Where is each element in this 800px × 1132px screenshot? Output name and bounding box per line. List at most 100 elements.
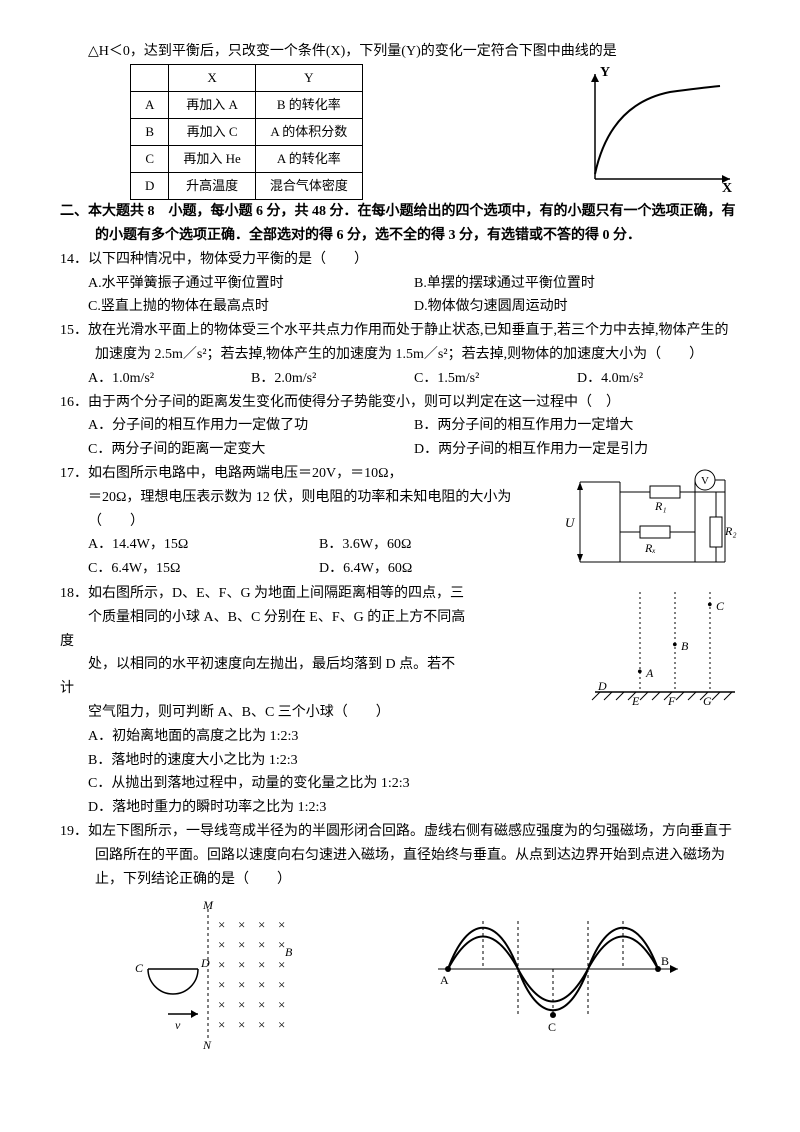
q17-circuit: V U R₁ Rₓ R₂ <box>560 462 740 582</box>
table-cell: B 的转化率 <box>255 91 362 118</box>
q16-stem: 16．由于两个分子间的距离发生变化而使得分子势能变小，则可以判定在这一过程中（ … <box>60 391 740 415</box>
table-cell: A 的体积分数 <box>255 118 362 145</box>
q15-B: B．2.0m/s² <box>251 367 414 391</box>
svg-text:×: × <box>218 977 225 992</box>
g-label: G <box>703 694 712 708</box>
c-label: C <box>548 1020 556 1034</box>
q16-B: B．两分子间的相互作用力一定增大 <box>414 414 740 438</box>
v-label: v <box>175 1018 181 1032</box>
table-cell: 再加入 He <box>169 146 255 173</box>
q16-A: A．分子间的相互作用力一定做了功 <box>88 414 414 438</box>
c-label: C <box>716 599 725 613</box>
dot-icon: • <box>637 664 643 681</box>
table-cell: A 的转化率 <box>255 146 362 173</box>
dot-icon: • <box>672 637 678 654</box>
a-label: A <box>440 973 449 987</box>
q19-stem: 19．如左下图所示，一导线弯成半径为的半圆形闭合回路。虚线右侧有磁感应强度为的匀… <box>60 820 740 891</box>
svg-text:×: × <box>238 937 245 952</box>
q13-th0 <box>131 64 169 91</box>
q18-C: C．从抛出到落地过程中，动量的变化量之比为 1:2:3 <box>88 772 740 796</box>
table-cell: B <box>131 118 169 145</box>
a-label: A <box>645 666 654 680</box>
q16-opts: A．分子间的相互作用力一定做了功 B．两分子间的相互作用力一定增大 C．两分子间… <box>88 414 740 462</box>
q17-stem1: 17．如右图所示电路中，电路两端电压＝20V，＝10Ω， <box>60 462 550 486</box>
q16-D: D．两分子间的相互作用力一定是引力 <box>414 438 740 462</box>
q15-A: A．1.0m/s² <box>88 367 251 391</box>
q14-D: D.物体做匀速圆周运动时 <box>414 295 740 319</box>
xlabel: X <box>722 181 732 194</box>
svg-text:×: × <box>258 917 265 932</box>
q13-intro: △H＜0，达到平衡后，只改变一个条件(X)，下列量(Y)的变化一定符合下图中曲线… <box>60 40 740 64</box>
m-label: M <box>202 899 214 912</box>
table-cell: D <box>131 173 169 200</box>
rx-label: Rₓ <box>644 541 656 555</box>
svg-text:×: × <box>238 957 245 972</box>
v-label: V <box>701 475 709 487</box>
q14-stem: 14．以下四种情况中，物体受力平衡的是（ ） <box>60 248 740 272</box>
q13-th1: X <box>169 64 255 91</box>
svg-text:×: × <box>238 977 245 992</box>
table-cell: C <box>131 146 169 173</box>
q19-figs: M N C D v ×××× ×××× ×××× ×××× ×××× ×××× … <box>60 899 740 1049</box>
svg-text:×: × <box>278 917 285 932</box>
r2-label: R₂ <box>724 524 737 538</box>
q17-D: D．6.4W，60Ω <box>319 557 550 581</box>
svg-text:×: × <box>238 917 245 932</box>
q14-A: A.水平弹簧振子通过平衡位置时 <box>88 272 414 296</box>
q18-row: 18．如右图所示，D、E、F、G 为地面上间隔距离相等的四点，三 个质量相同的小… <box>60 582 740 725</box>
q15-C: C．1.5m/s² <box>414 367 577 391</box>
svg-text:×: × <box>218 937 225 952</box>
c-label: C <box>135 961 144 975</box>
q19-left-diagram: M N C D v ×××× ×××× ×××× ×××× ×××× ×××× … <box>113 899 323 1049</box>
dot-icon: • <box>707 597 713 614</box>
svg-text:×: × <box>238 997 245 1012</box>
svg-text:×: × <box>278 957 285 972</box>
b-label: B <box>661 954 669 968</box>
q18-stem2: 个质量相同的小球 A、B、C 分别在 E、F、G 的正上方不同高 <box>88 606 580 630</box>
q17-row: 17．如右图所示电路中，电路两端电压＝20V，＝10Ω， ＝20Ω，理想电压表示… <box>60 462 740 582</box>
q13-table: X Y A 再加入 A B 的转化率 B 再加入 C A 的体积分数 C 再加入… <box>130 64 363 200</box>
svg-text:×: × <box>238 1017 245 1032</box>
svg-text:×: × <box>258 957 265 972</box>
svg-text:×: × <box>218 957 225 972</box>
q18-diagram: • • • A B C D E F G <box>590 582 740 712</box>
q15-stem: 15．放在光滑水平面上的物体受三个水平共点力作用而处于静止状态,已知垂直于,若三… <box>60 319 740 367</box>
q13-row: X Y A 再加入 A B 的转化率 B 再加入 C A 的体积分数 C 再加入… <box>60 64 740 200</box>
svg-text:×: × <box>258 937 265 952</box>
q18-B: B．落地时的速度大小之比为 1:2:3 <box>88 749 740 773</box>
q17-B: B．3.6W，60Ω <box>319 533 550 557</box>
q18-stem4: 处，以相同的水平初速度向左抛出，最后均落到 D 点。若不 <box>88 653 580 677</box>
table-cell: 混合气体密度 <box>255 173 362 200</box>
f-label: F <box>667 694 676 708</box>
q18-stem6: 空气阻力，则可判断 A、B、C 三个小球（ ） <box>88 701 580 725</box>
q19-right-diagram: A C B <box>428 899 688 1039</box>
b-label: B <box>681 639 689 653</box>
section2-header: 二、本大题共 8 小题，每小题 6 分，共 48 分．在每小题给出的四个选项中，… <box>60 200 740 248</box>
q18-stem5: 计 <box>60 677 580 701</box>
q18-D: D．落地时重力的瞬时功率之比为 1:2:3 <box>88 796 740 820</box>
svg-text:×: × <box>278 1017 285 1032</box>
q15-opts: A．1.0m/s² B．2.0m/s² C．1.5m/s² D．4.0m/s² <box>88 367 740 391</box>
d-label: D <box>200 956 210 970</box>
table-cell: 再加入 C <box>169 118 255 145</box>
q13-th2: Y <box>255 64 362 91</box>
svg-text:×: × <box>258 977 265 992</box>
table-cell: 再加入 A <box>169 91 255 118</box>
q15-D: D．4.0m/s² <box>577 367 740 391</box>
q18-stem1: 18．如右图所示，D、E、F、G 为地面上间隔距离相等的四点，三 <box>60 582 580 606</box>
svg-text:×: × <box>218 1017 225 1032</box>
e-label: E <box>631 694 640 708</box>
q17-stem2: ＝20Ω，理想电压表示数为 12 伏，则电阻的功率和未知电阻的大小为（ ） <box>88 486 550 534</box>
q16-C: C．两分子间的距离一定变大 <box>88 438 414 462</box>
table-cell: A <box>131 91 169 118</box>
ylabel: Y <box>600 65 610 80</box>
svg-text:×: × <box>218 917 225 932</box>
svg-text:×: × <box>218 997 225 1012</box>
svg-text:×: × <box>278 977 285 992</box>
q14-C: C.竖直上抛的物体在最高点时 <box>88 295 414 319</box>
svg-text:×: × <box>258 997 265 1012</box>
d-label: D <box>597 679 607 693</box>
q18-A: A．初始离地面的高度之比为 1:2:3 <box>88 725 740 749</box>
q17-opts: A．14.4W，15Ω B．3.6W，60Ω C．6.4W，15Ω D．6.4W… <box>88 533 550 581</box>
b-label: B <box>285 945 293 959</box>
